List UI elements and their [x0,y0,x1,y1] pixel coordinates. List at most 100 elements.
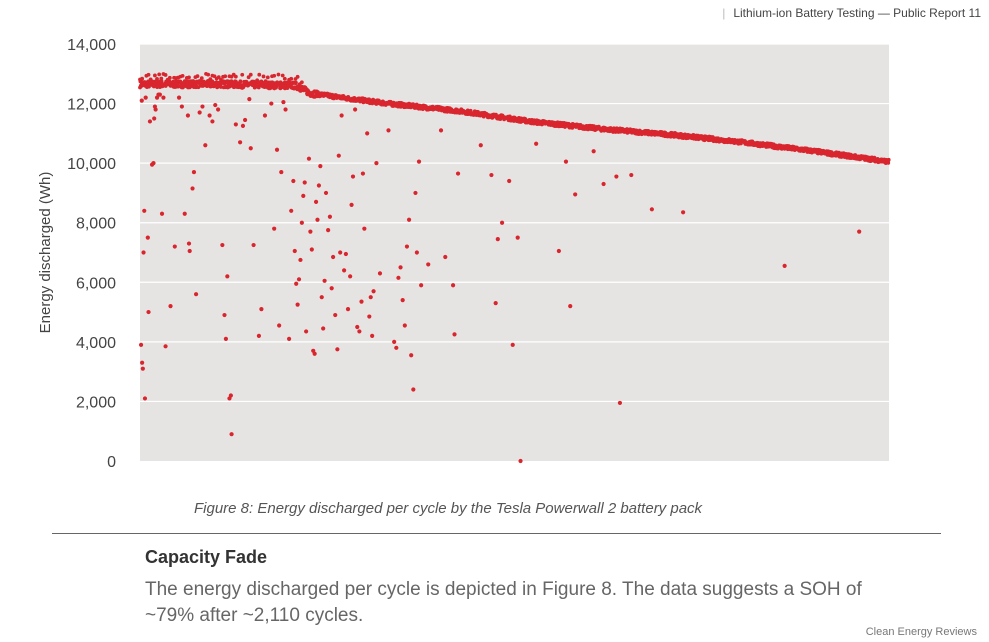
trend-point [223,74,228,79]
outlier-point [187,248,192,254]
outlier-point [409,353,414,358]
trend-point [238,80,243,84]
trend-point [208,77,213,82]
trend-point [163,73,168,77]
trend-point [263,79,268,84]
trend-point [176,84,181,89]
trend-point [142,80,147,85]
y-tick-label: 4,000 [76,335,116,352]
trend-point [282,76,287,81]
outlier-point [233,122,238,127]
outlier-point [556,248,561,254]
outlier-point [452,332,457,337]
trend-point [170,82,174,86]
outlier-point [350,174,356,179]
body-paragraph: The energy discharged per cycle is depic… [145,579,862,626]
outlier-point [510,342,515,347]
trend-point [180,73,185,78]
trend-point [278,80,283,85]
trend-point [276,72,281,77]
outlier-point [515,235,520,240]
outlier-point [142,208,147,213]
outlier-point [283,107,288,112]
outlier-point [157,92,162,97]
outlier-point [400,298,405,303]
trend-point [289,76,294,81]
trend-point [280,73,285,78]
outlier-point [374,161,379,166]
outlier-point [138,342,144,347]
outlier-point [316,183,322,188]
outlier-point [240,123,246,129]
outlier-point [377,271,383,276]
outlier-point [247,97,252,102]
outlier-point [272,226,277,231]
trend-point [159,76,164,81]
outlier-point [213,102,218,108]
outlier-point [203,143,208,148]
trend-point [201,79,206,84]
y-tick-label: 0 [107,454,116,471]
outlier-point [348,274,353,279]
outlier-point [279,169,284,175]
outlier-point [228,393,233,398]
outlier-point [294,281,299,286]
outlier-point [367,314,372,319]
outlier-point [207,113,212,118]
outlier-point [394,345,399,350]
outlier-point [292,248,297,254]
outlier-point [313,199,319,204]
outlier-point [262,113,268,118]
outlier-point [343,251,348,257]
y-tick-label: 12,000 [67,97,116,114]
outlier-point [455,171,461,176]
trend-point [189,81,194,86]
outlier-point [335,347,340,352]
outlier-point [419,283,424,288]
trend-point [199,76,204,81]
outlier-point [185,113,191,118]
outlier-point [438,128,444,133]
outlier-point [153,107,158,112]
outlier-point [478,143,483,148]
outlier-point [629,172,634,178]
outlier-point [298,257,303,263]
outlier-point [172,244,177,249]
outlier-point [151,161,156,166]
report-header: | Lithium-ion Battery Testing — Public Re… [722,6,981,20]
outlier-point [140,366,145,371]
outlier-point [398,265,403,270]
outlier-point [186,241,192,246]
outlier-point [617,400,623,406]
outlier-point [362,226,367,231]
outlier-point [406,217,412,222]
outlier-point [386,128,391,133]
outlier-point [161,95,166,100]
y-tick-label: 10,000 [67,156,116,173]
outlier-point [413,190,418,196]
outlier-point [168,304,173,309]
outlier-point [392,339,397,344]
plot-area [140,44,889,461]
outlier-point [152,116,157,121]
trend-point [219,77,223,82]
outlier-point [534,141,539,146]
trend-point [246,75,251,80]
outlier-point [248,146,253,151]
y-tick-label: 6,000 [76,275,116,292]
trend-point [291,80,296,85]
y-axis-label: Energy discharged (Wh) [37,172,54,334]
trend-point [244,79,249,84]
outlier-point [182,211,187,216]
y-tick-label: 8,000 [76,216,116,233]
trend-point [167,75,172,80]
outlier-point [331,254,336,260]
trend-point [886,157,891,162]
outlier-point [499,220,505,225]
outlier-point [197,110,202,115]
outlier-point [591,149,596,154]
outlier-point [353,107,358,112]
outlier-point [238,140,243,145]
outlier-point [295,302,300,307]
outlier-point [242,117,248,123]
